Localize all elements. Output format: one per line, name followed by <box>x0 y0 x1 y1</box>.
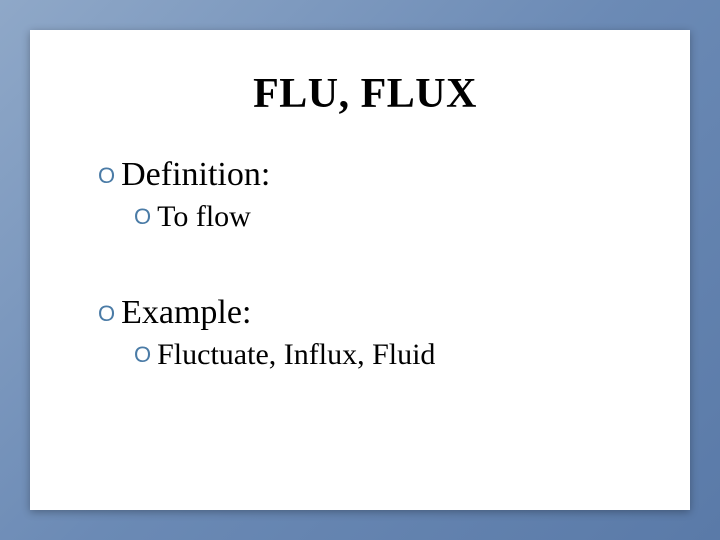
bullet-example: O Example: <box>90 294 640 332</box>
bullet-marker-icon: O <box>134 344 151 366</box>
group-spacer <box>90 240 640 294</box>
bullet-example-item: O Fluctuate, Influx, Fluid <box>90 338 640 372</box>
bullet-definition-item: O To flow <box>90 200 640 234</box>
bullet-example-label: Example: <box>121 294 251 332</box>
bullet-definition-item-text: To flow <box>157 200 251 234</box>
bullet-definition: O Definition: <box>90 156 640 194</box>
bullet-marker-icon: O <box>98 303 115 325</box>
slide-title: FLU, FLUX <box>90 70 640 118</box>
slide-card: FLU, FLUX O Definition: O To flow O Exam… <box>30 30 690 510</box>
bullet-marker-icon: O <box>134 206 151 228</box>
bullet-example-item-text: Fluctuate, Influx, Fluid <box>157 338 435 372</box>
bullet-marker-icon: O <box>98 165 115 187</box>
bullet-definition-label: Definition: <box>121 156 270 194</box>
